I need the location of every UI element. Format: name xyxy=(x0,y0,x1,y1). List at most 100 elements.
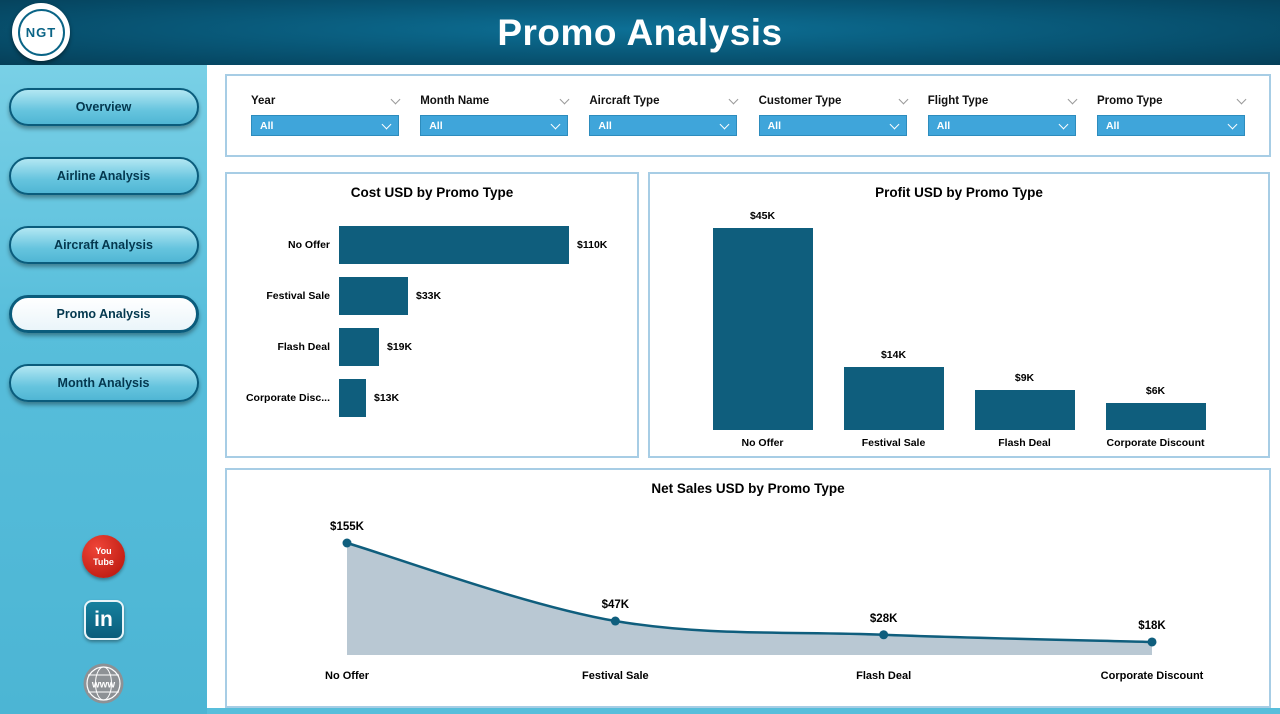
ngt-logo[interactable]: NGT xyxy=(12,3,70,61)
filter-label: Customer Type xyxy=(758,95,842,107)
chevron-down-icon xyxy=(390,94,401,105)
filter-header-aircraft-type[interactable]: Aircraft Type xyxy=(589,94,739,107)
category-label: Flash Deal xyxy=(277,341,330,353)
profit-column: $14K xyxy=(843,349,944,430)
chevron-down-icon xyxy=(889,119,900,129)
data-point-corporate-discount[interactable] xyxy=(1147,637,1157,647)
filter-year: Year All xyxy=(251,94,401,136)
profit-column: $9K xyxy=(974,372,1075,430)
data-point-festival-sale[interactable] xyxy=(610,616,620,626)
chevron-down-icon xyxy=(1227,119,1238,129)
filter-dropdown-customer-type[interactable]: All xyxy=(758,115,907,136)
data-point-no-offer[interactable] xyxy=(342,538,352,548)
sidebar-item-month-analysis[interactable]: Month Analysis xyxy=(8,364,199,402)
bar-flash-deal[interactable] xyxy=(974,390,1075,430)
category-label: Festival Sale xyxy=(861,437,926,449)
value-label: $18K xyxy=(1138,620,1166,632)
profit-category-axis: No Offer Festival Sale Flash Deal Corporate… xyxy=(650,437,1268,449)
chevron-down-icon xyxy=(719,119,730,129)
filter-label: Year xyxy=(251,95,276,107)
filter-label: Promo Type xyxy=(1096,95,1163,107)
filter-dropdown-year[interactable]: All xyxy=(251,115,399,136)
profit-chart-panel: Profit USD by Promo Type $45K $14K $9K $6K N… xyxy=(648,172,1270,458)
cost-bar-row: Corporate Disc... $13K xyxy=(227,379,637,417)
sidebar-item-promo-analysis[interactable]: Promo Analysis xyxy=(8,295,199,333)
filter-header-promo-type[interactable]: Promo Type xyxy=(1096,94,1247,107)
profit-chart-title: Profit USD by Promo Type xyxy=(875,185,1043,200)
youtube-icon[interactable]: You Tube xyxy=(82,535,125,578)
value-label: $28K xyxy=(870,613,898,625)
value-label: $9K xyxy=(1014,372,1035,384)
cost-bar-row: Festival Sale $33K xyxy=(227,277,637,315)
filter-selected-value: All xyxy=(260,119,274,132)
filter-customer-type: Customer Type All xyxy=(758,94,909,136)
sidebar: Overview Airline Analysis Aircraft Analysi… xyxy=(0,65,207,714)
bar-flash-deal[interactable] xyxy=(339,328,379,366)
value-label: $14K xyxy=(880,349,907,361)
linkedin-icon[interactable]: in xyxy=(83,600,124,640)
filter-dropdown-flight-type[interactable]: All xyxy=(927,115,1076,136)
cost-chart-title: Cost USD by Promo Type xyxy=(350,185,514,200)
category-label: Corporate Disc... xyxy=(245,392,330,404)
filter-dropdown-aircraft-type[interactable]: All xyxy=(589,115,738,136)
value-label: $155K xyxy=(330,521,365,533)
category-label: No Offer xyxy=(741,437,784,449)
sidebar-item-airline-analysis[interactable]: Airline Analysis xyxy=(8,157,199,195)
filter-header-month-name[interactable]: Month Name xyxy=(420,94,570,107)
chevron-down-icon xyxy=(559,94,570,105)
value-label: $6K xyxy=(1145,385,1166,397)
logo-text: NGT xyxy=(25,24,57,40)
cost-bar-row: No Offer $110K xyxy=(227,226,637,264)
filter-selected-value: All xyxy=(429,119,443,132)
value-label: $33K xyxy=(416,290,442,302)
value-label: $110K xyxy=(577,239,608,251)
sidebar-item-aircraft-analysis[interactable]: Aircraft Analysis xyxy=(8,226,199,264)
net-sales-chart: $155K No Offer $47K Festival Sale $28K Flash … xyxy=(325,521,1204,682)
globe-icon: www xyxy=(83,663,124,704)
chevron-down-icon xyxy=(728,94,739,105)
filter-flight-type: Flight Type All xyxy=(927,94,1078,136)
category-label: No Offer xyxy=(325,670,370,682)
value-label: $19K xyxy=(387,341,413,353)
bar-corporate-discount[interactable] xyxy=(1105,403,1206,430)
net-sales-chart-panel: Net Sales USD by Promo Type $155K No Offe… xyxy=(225,468,1271,708)
chevron-down-icon xyxy=(1058,119,1069,129)
chevron-down-icon xyxy=(381,119,392,129)
category-label: Corporate Discount xyxy=(1106,437,1205,449)
data-point-flash-deal[interactable] xyxy=(879,630,889,640)
filter-selected-value: All xyxy=(936,119,951,132)
filter-dropdown-month-name[interactable]: All xyxy=(420,115,569,136)
filter-header-flight-type[interactable]: Flight Type xyxy=(928,94,1078,107)
chevron-down-icon xyxy=(898,94,909,105)
profit-columns: $45K $14K $9K $6K xyxy=(650,204,1268,430)
website-label: www xyxy=(91,680,116,691)
main-content: Year All Month Name All Aircraft Type All Cust… xyxy=(207,65,1280,708)
bar-no-offer[interactable] xyxy=(712,228,813,430)
bar-corporate-disc[interactable] xyxy=(339,379,366,417)
social-links: You Tube in www xyxy=(0,535,207,705)
filter-header-year[interactable]: Year xyxy=(251,94,401,107)
filter-dropdown-promo-type[interactable]: All xyxy=(1096,115,1245,136)
category-label: No Offer xyxy=(288,239,330,251)
app-header: NGT Promo Analysis xyxy=(0,0,1280,65)
filter-label: Aircraft Type xyxy=(589,95,660,107)
logo-ring: NGT xyxy=(17,8,65,56)
sidebar-item-overview[interactable]: Overview xyxy=(8,88,199,126)
profit-column: $45K xyxy=(712,210,813,430)
bar-no-offer[interactable] xyxy=(339,226,569,264)
cost-bar-row: Flash Deal $19K xyxy=(227,328,637,366)
filter-selected-value: All xyxy=(767,119,781,132)
chevron-down-icon xyxy=(1236,94,1247,105)
website-icon[interactable]: www xyxy=(82,662,125,705)
filter-header-customer-type[interactable]: Customer Type xyxy=(758,94,909,107)
category-label: Flash Deal xyxy=(856,670,911,682)
bar-festival-sale[interactable] xyxy=(339,277,408,315)
bar-festival-sale[interactable] xyxy=(843,367,944,430)
profit-chart: $45K $14K $9K $6K No Offer Festival Sale Flash… xyxy=(650,204,1268,449)
cost-chart-panel: Cost USD by Promo Type No Offer $110K Fest… xyxy=(225,172,639,458)
net-sales-chart-title: Net Sales USD by Promo Type xyxy=(651,481,845,496)
filter-bar: Year All Month Name All Aircraft Type All Cust… xyxy=(225,74,1271,157)
filter-label: Month Name xyxy=(420,95,490,107)
filter-aircraft-type: Aircraft Type All xyxy=(589,94,739,136)
